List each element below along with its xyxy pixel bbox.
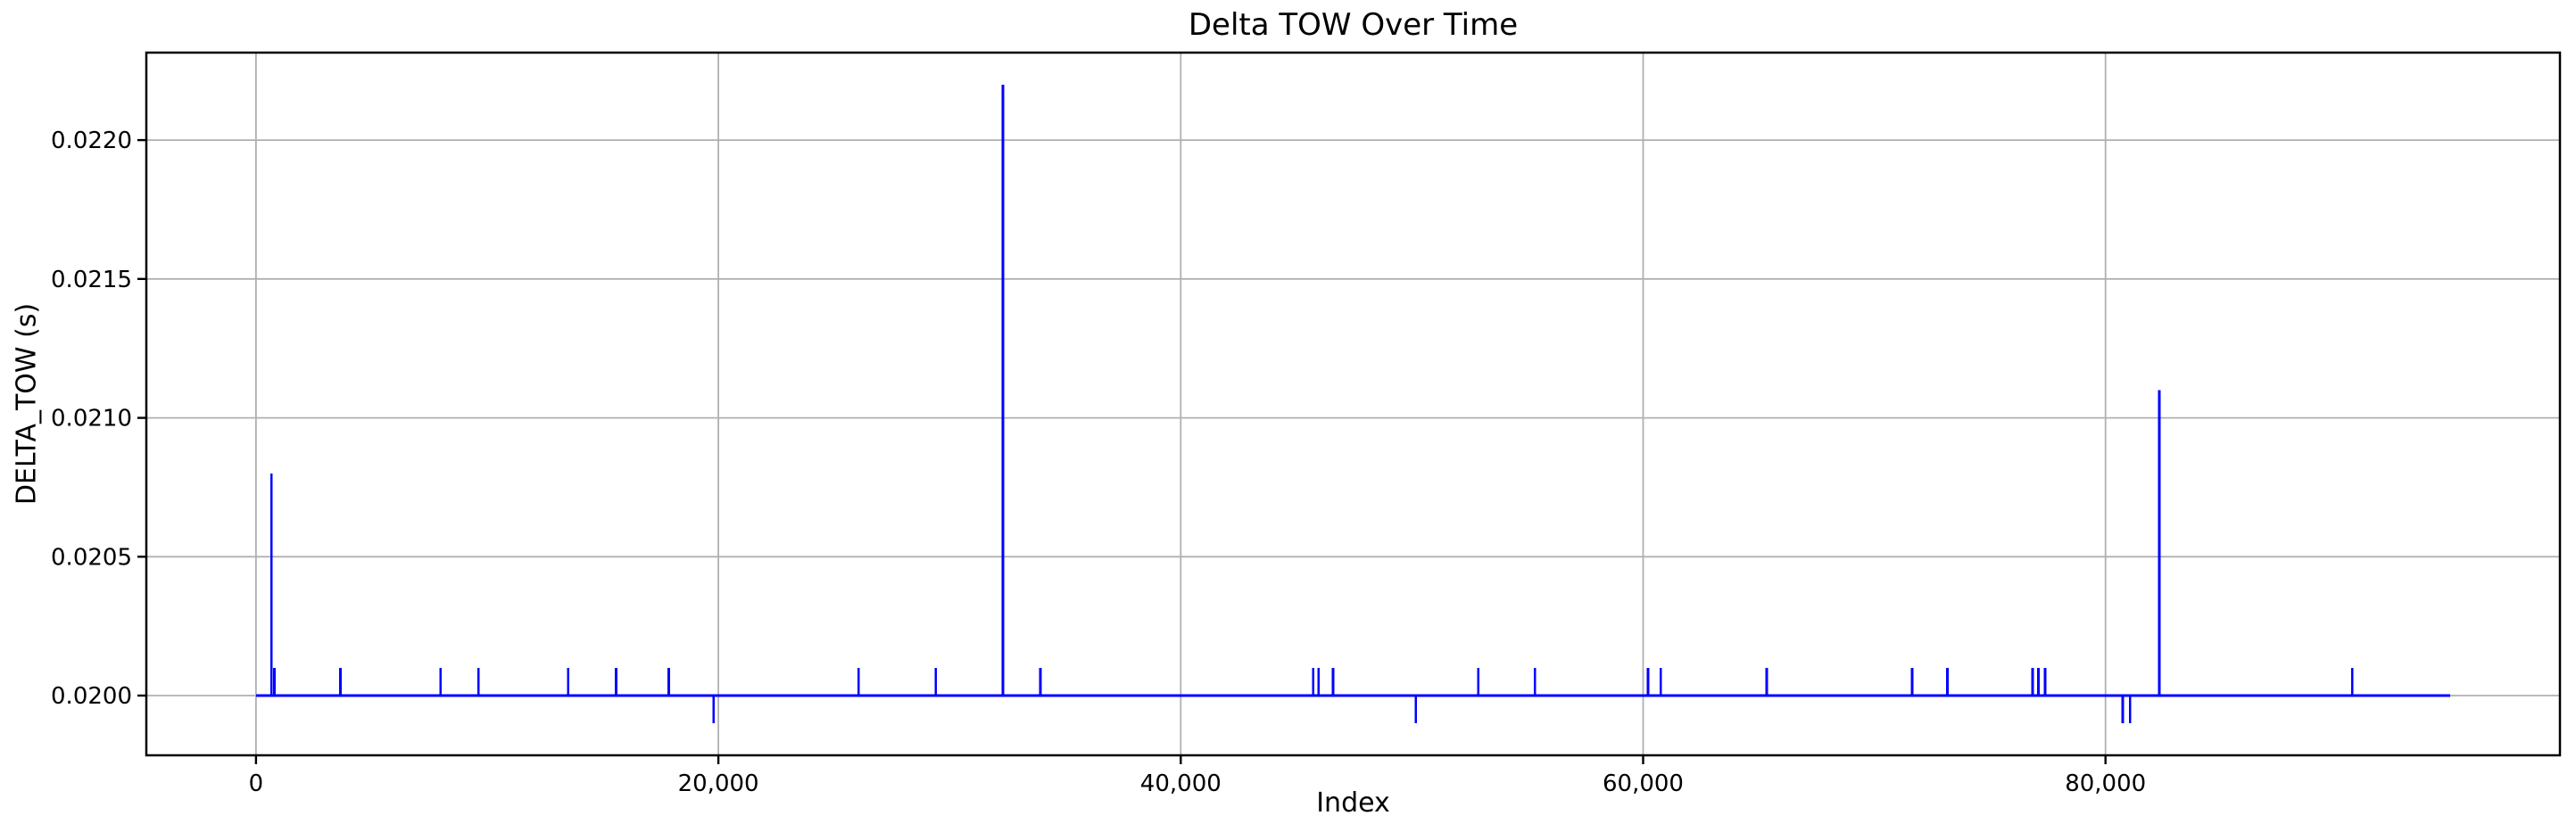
y-tick-label: 0.0205 — [51, 544, 132, 571]
x-tick-label: 20,000 — [678, 770, 759, 797]
y-tick-label: 0.0215 — [51, 267, 132, 293]
x-tick-label: 40,000 — [1140, 770, 1222, 797]
x-tick-label: 80,000 — [2065, 770, 2146, 797]
plot-spines — [145, 51, 2562, 757]
x-axis-label: Index — [1316, 787, 1390, 819]
x-tick-label: 0 — [249, 770, 264, 797]
y-tick-label: 0.0200 — [51, 683, 132, 710]
axis-ticks — [137, 138, 2107, 764]
plot-grid — [146, 53, 2560, 755]
y-tick-label: 0.0210 — [51, 406, 132, 432]
chart-title: Delta TOW Over Time — [1188, 7, 1519, 43]
y-tick-labels: 0.0200 0.0205 0.0210 0.0215 0.0220 — [51, 128, 132, 710]
x-tick-labels: 0 20,000 40,000 60,000 80,000 — [249, 770, 2147, 797]
data-series-line — [255, 84, 2450, 724]
y-tick-label: 0.0220 — [51, 128, 132, 154]
x-tick-label: 60,000 — [1603, 770, 1684, 797]
